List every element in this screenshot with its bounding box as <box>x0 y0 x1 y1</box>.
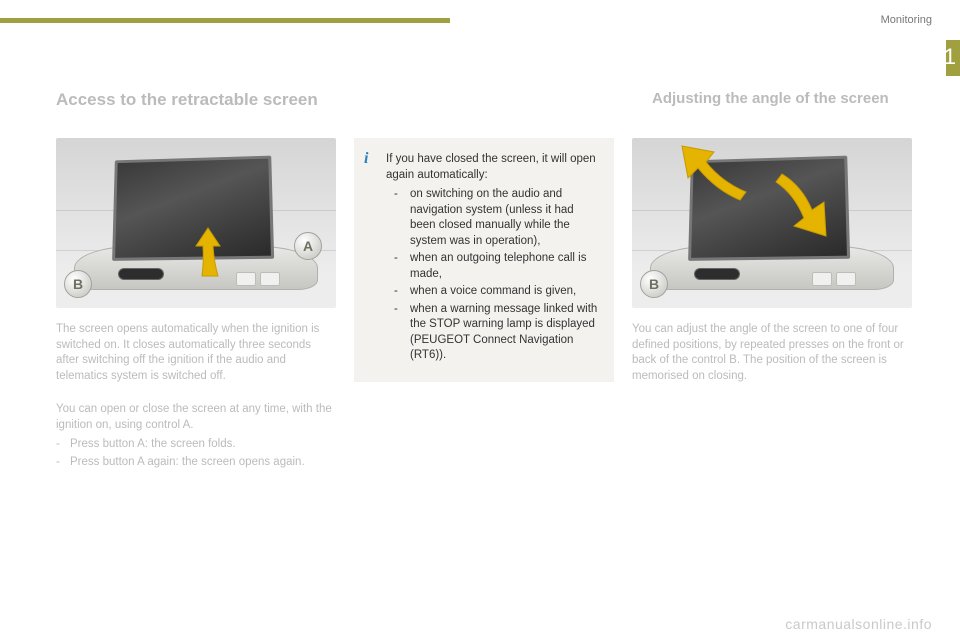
arrow-tilt-back-icon <box>676 142 754 212</box>
page-content: Access to the retractable screen Adjusti… <box>56 90 932 620</box>
heading-right: Adjusting the angle of the screen <box>652 90 932 107</box>
info-item-3: when a voice command is given, <box>386 284 600 300</box>
console-slot <box>118 268 164 280</box>
left-para-1: The screen opens automatically when the … <box>56 322 336 384</box>
column-left: A B The screen opens automatically when … <box>56 138 336 470</box>
info-icon: i <box>364 150 368 168</box>
right-para: You can adjust the angle of the screen t… <box>632 322 912 384</box>
console-buttons-2 <box>812 272 856 286</box>
badge-b-2: B <box>640 270 668 298</box>
info-item-1: on switching on the audio and navigation… <box>386 187 600 249</box>
info-item-4: when a warning message linked with the S… <box>386 302 600 364</box>
badge-a: A <box>294 232 322 260</box>
info-lead: If you have closed the screen, it will o… <box>386 152 600 183</box>
badge-b: B <box>64 270 92 298</box>
info-list: on switching on the audio and navigation… <box>386 187 600 364</box>
info-box: i If you have closed the screen, it will… <box>354 138 614 382</box>
footer-url: carmanualsonline.info <box>785 616 932 632</box>
column-right: B You can adjust the angle of the screen… <box>632 138 912 470</box>
left-bullets: Press button A: the screen folds. Press … <box>56 437 336 470</box>
figure-retractable-screen: A B <box>56 138 336 308</box>
page-category: Monitoring <box>881 14 932 26</box>
left-bullet-1: Press button A: the screen folds. <box>56 437 336 453</box>
accent-bar <box>0 18 450 23</box>
left-bullet-2: Press button A again: the screen opens a… <box>56 455 336 471</box>
info-item-2: when an outgoing telephone call is made, <box>386 251 600 282</box>
left-para-2: You can open or close the screen at any … <box>56 402 336 433</box>
heading-left: Access to the retractable screen <box>56 90 318 110</box>
column-middle: i If you have closed the screen, it will… <box>354 138 614 470</box>
section-number: 1 <box>944 44 956 70</box>
arrow-tilt-forward-icon <box>772 166 842 246</box>
console-buttons <box>236 272 280 286</box>
figure-angle-adjust: B <box>632 138 912 308</box>
arrow-up-icon <box>188 226 228 278</box>
console-slot-2 <box>694 268 740 280</box>
